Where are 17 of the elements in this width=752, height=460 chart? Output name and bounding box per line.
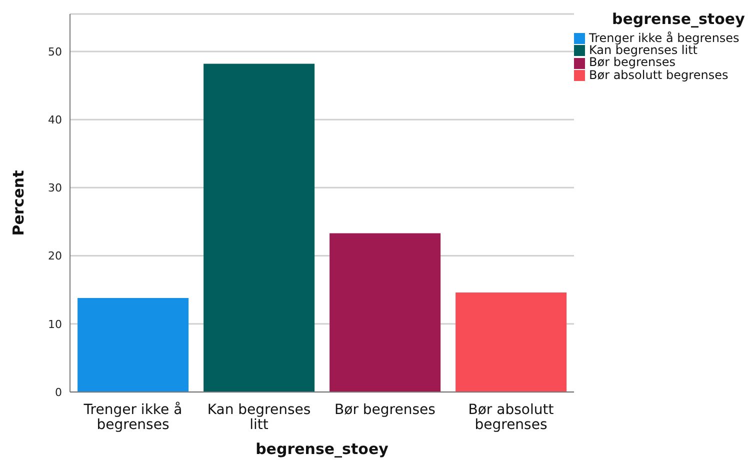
x-tick-label: Bør begrenses bbox=[334, 402, 436, 418]
y-tick-label: 30 bbox=[48, 182, 62, 195]
y-tick-label: 50 bbox=[48, 45, 62, 58]
y-tick-label: 40 bbox=[48, 113, 62, 126]
x-tick-label: Bør absolutt begrenses bbox=[468, 402, 554, 433]
y-axis-title: Percent bbox=[9, 170, 28, 236]
legend-title: begrense_stoey bbox=[612, 10, 745, 28]
legend-label: Bør begrenses bbox=[589, 55, 676, 70]
legend-label: Bør absolutt begrenses bbox=[589, 68, 728, 82]
legend-label: Kan begrenses litt bbox=[589, 43, 698, 58]
legend-label: Trenger ikke å begrenses bbox=[589, 31, 740, 45]
x-axis-title: begrense_stoey bbox=[256, 440, 389, 458]
y-tick-label: 10 bbox=[48, 318, 62, 331]
y-tick-label: 0 bbox=[55, 386, 62, 399]
x-tick-label: Trenger ikke å begrenses bbox=[82, 400, 182, 433]
y-tick-label: 20 bbox=[48, 250, 62, 263]
x-tick-label: Kan begrenses litt bbox=[207, 402, 311, 433]
